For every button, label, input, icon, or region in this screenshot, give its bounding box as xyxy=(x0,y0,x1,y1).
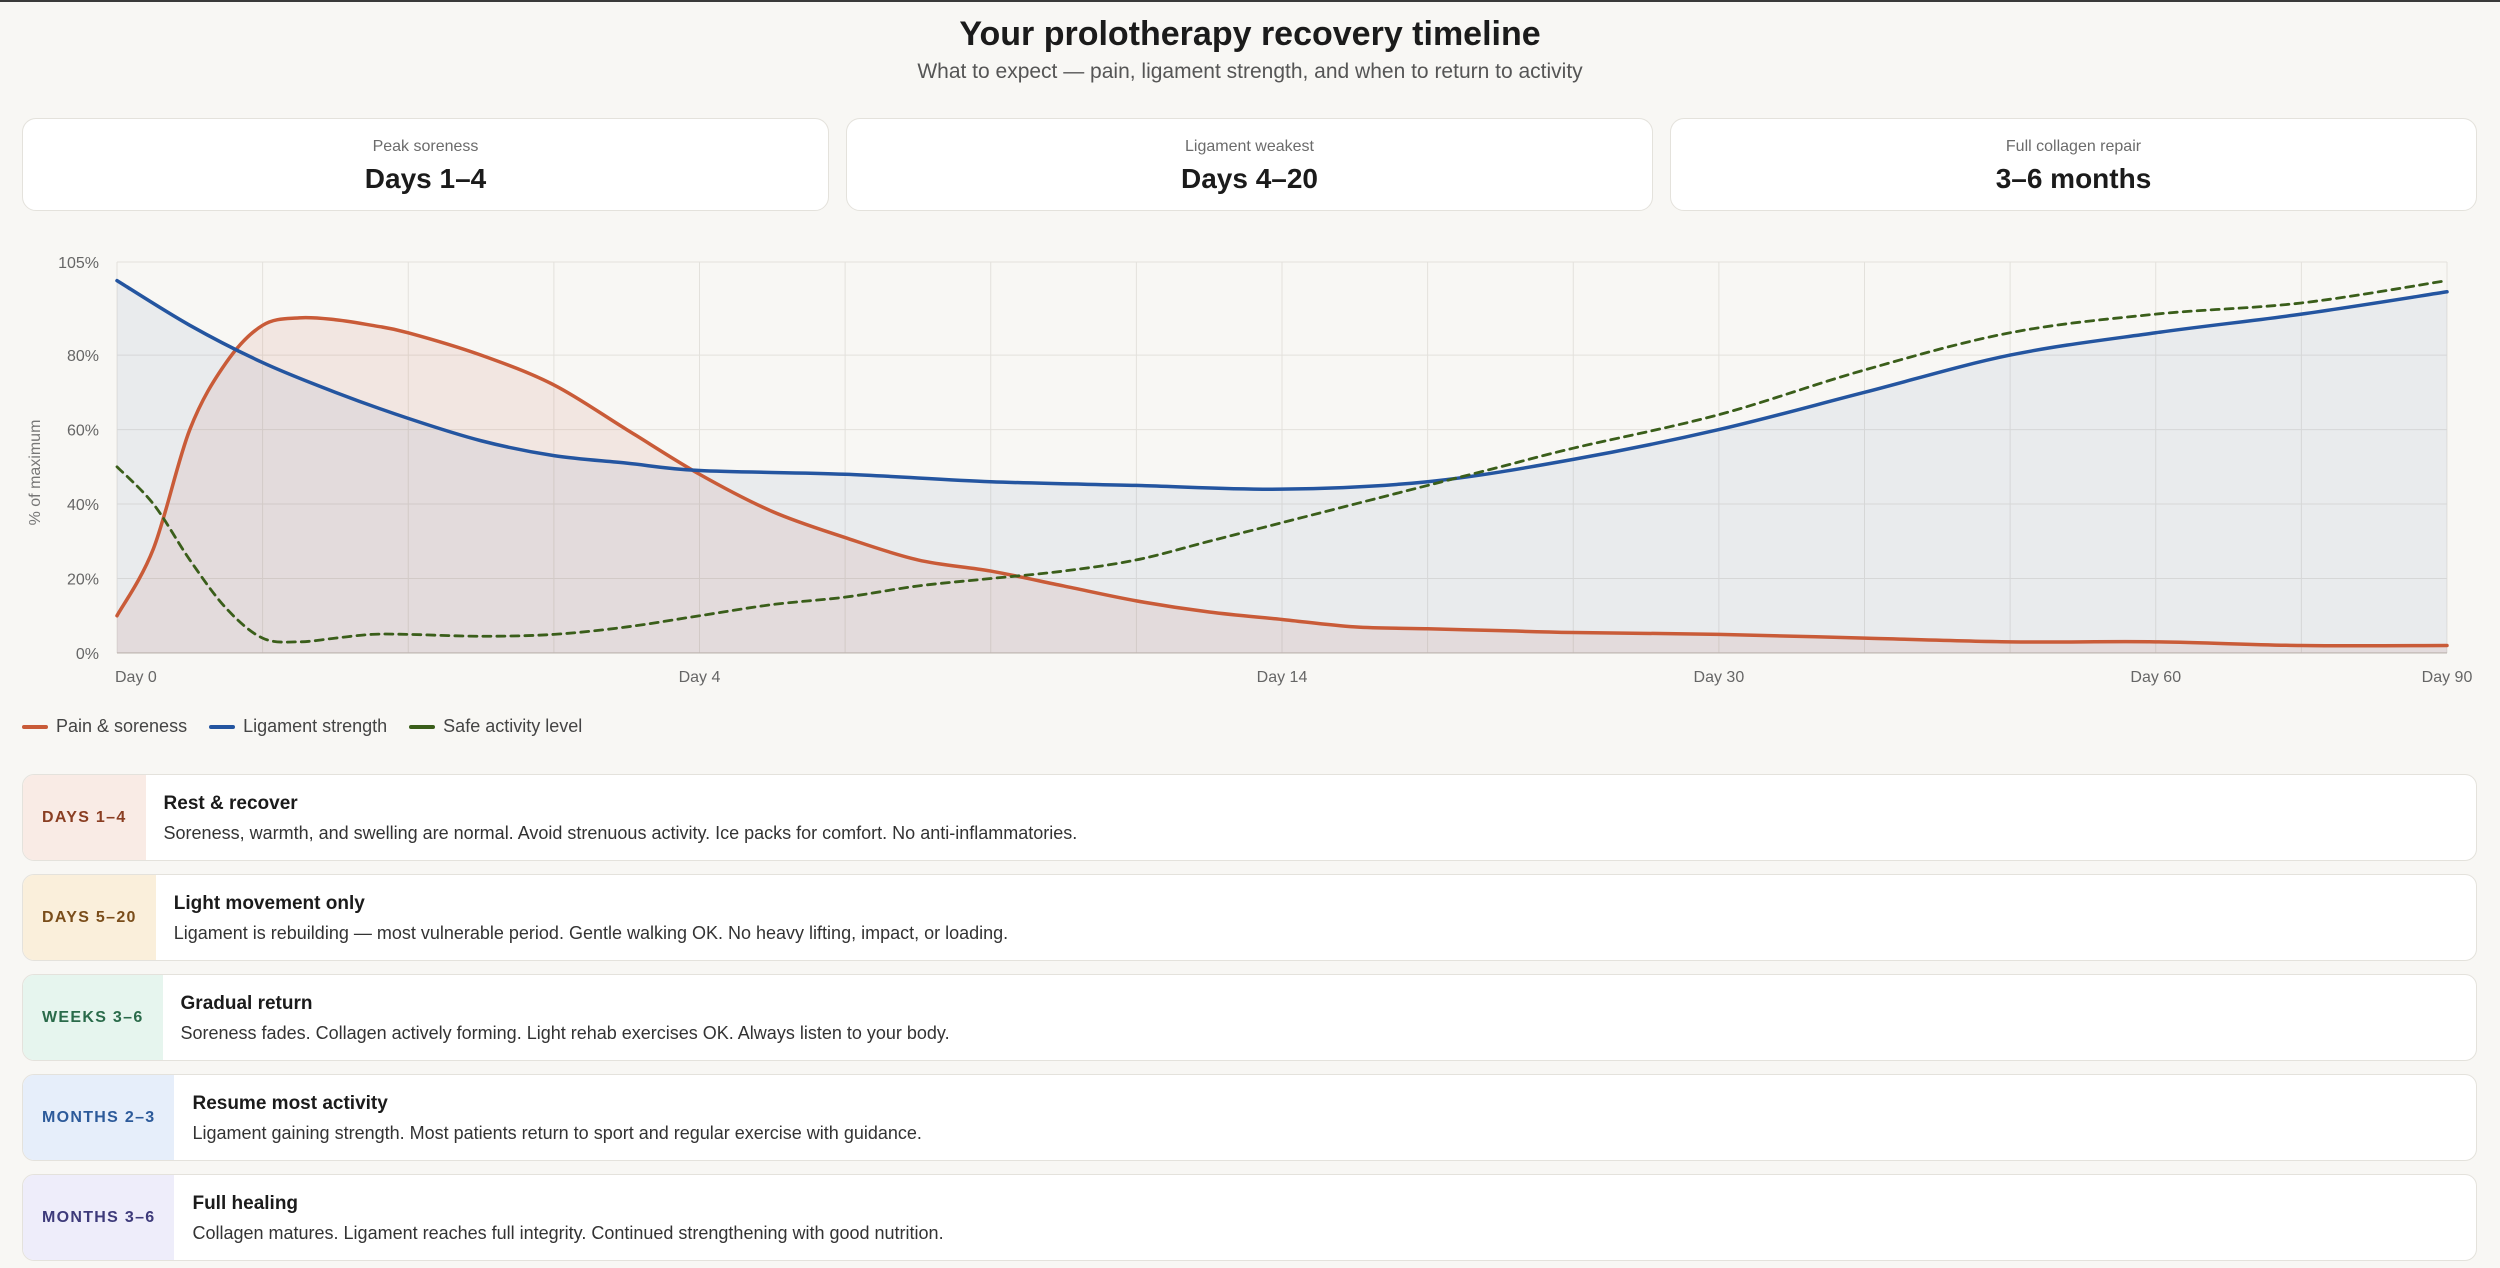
phase-body: Resume most activity Ligament gaining st… xyxy=(174,1075,939,1160)
phase-list: DAYS 1–4 Rest & recover Soreness, warmth… xyxy=(22,774,2477,1261)
phase-tag: WEEKS 3–6 xyxy=(23,975,163,1060)
x-tick-label: Day 30 xyxy=(1694,669,1745,686)
legend-label: Ligament strength xyxy=(243,716,388,736)
card-value: 3–6 months xyxy=(1995,163,2152,194)
y-tick-label: 0% xyxy=(76,646,99,663)
x-tick-label: Day 90 xyxy=(2422,669,2473,686)
legend-item-ligament: Ligament strength xyxy=(209,716,387,737)
phase-title: Rest & recover xyxy=(163,793,298,814)
phase-body: Light movement only Ligament is rebuildi… xyxy=(156,875,1026,960)
phase-description: Ligament is rebuilding — most vulnerable… xyxy=(173,923,1009,943)
legend-label: Pain & soreness xyxy=(56,716,188,736)
phase-description: Soreness fades. Collagen actively formin… xyxy=(180,1023,950,1043)
phase-row-days-1-4: DAYS 1–4 Rest & recover Soreness, warmth… xyxy=(22,774,2477,861)
chart-legend: Pain & soreness Ligament strength Safe a… xyxy=(22,716,582,737)
phase-body: Full healing Collagen matures. Ligament … xyxy=(174,1175,961,1260)
phase-row-weeks-3-6: WEEKS 3–6 Gradual return Soreness fades.… xyxy=(22,974,2477,1061)
x-tick-label: Day 60 xyxy=(2130,669,2181,686)
x-tick-label: Day 14 xyxy=(1257,669,1308,686)
card-label: Peak soreness xyxy=(372,138,479,155)
legend-swatch xyxy=(409,724,436,729)
phase-title: Light movement only xyxy=(173,893,365,914)
phase-description: Ligament gaining strength. Most patients… xyxy=(192,1123,922,1143)
legend-swatch xyxy=(209,724,236,729)
summary-cards: Peak soreness Days 1–4 Ligament weakest … xyxy=(22,118,2477,211)
series-area-ligament-strength xyxy=(117,280,2447,653)
phase-tag: MONTHS 2–3 xyxy=(23,1075,175,1160)
card-label: Full collagen repair xyxy=(2005,138,2142,155)
phase-tag: MONTHS 3–6 xyxy=(23,1175,175,1260)
phase-description: Collagen matures. Ligament reaches full … xyxy=(192,1223,944,1243)
summary-card-peak-soreness: Peak soreness Days 1–4 xyxy=(22,118,829,211)
card-label: Ligament weakest xyxy=(1185,138,1314,155)
summary-card-full-collagen-repair: Full collagen repair 3–6 months xyxy=(1670,118,2477,211)
x-tick-label: Day 0 xyxy=(115,669,157,686)
legend-swatch xyxy=(22,724,48,729)
x-tick-label: Day 4 xyxy=(679,669,721,686)
series-area-pain xyxy=(117,317,2447,653)
y-tick-label: 80% xyxy=(67,348,99,365)
phase-body: Gradual return Soreness fades. Collagen … xyxy=(163,975,968,1060)
phase-row-days-5-20: DAYS 5–20 Light movement only Ligament i… xyxy=(22,874,2477,961)
phase-tag: DAYS 5–20 xyxy=(23,875,156,960)
phase-tag: DAYS 1–4 xyxy=(23,775,146,860)
recovery-chart: 0% 20% 40% 60% 80% 105% Day 0 Day 4 Day 14 Day 30… xyxy=(0,242,2500,702)
legend-label: Safe activity level xyxy=(443,716,583,736)
y-tick-label: 60% xyxy=(67,423,99,440)
series-line-safe-activity xyxy=(115,279,2449,644)
page-header: Your prolotherapy recovery timeline What… xyxy=(0,2,2500,87)
page-title: Your prolotherapy recovery timeline xyxy=(959,15,1541,53)
series-line-ligament-strength xyxy=(115,278,2449,491)
recovery-chart-svg: 0% 20% 40% 60% 80% 105% Day 0 Day 4 Day 14 Day 30… xyxy=(27,255,2473,686)
y-axis-title: % of maximum xyxy=(27,420,44,526)
series-line-pain xyxy=(115,315,2449,648)
phase-row-months-2-3: MONTHS 2–3 Resume most activity Ligament… xyxy=(22,1074,2477,1161)
phase-title: Gradual return xyxy=(180,993,313,1014)
legend-item-pain: Pain & soreness xyxy=(22,716,187,737)
phase-title: Full healing xyxy=(192,1193,299,1214)
y-tick-label: 105% xyxy=(58,255,99,272)
card-value: Days 4–20 xyxy=(1180,163,1318,194)
card-value: Days 1–4 xyxy=(364,163,487,194)
phase-title: Resume most activity xyxy=(192,1093,388,1114)
phase-description: Soreness, warmth, and swelling are norma… xyxy=(163,823,1078,843)
y-tick-label: 20% xyxy=(67,572,99,589)
summary-card-ligament-weakest: Ligament weakest Days 4–20 xyxy=(846,118,1653,211)
page-subtitle: What to expect — pain, ligament strength… xyxy=(917,60,1583,83)
legend-item-activity: Safe activity level xyxy=(409,716,582,737)
phase-body: Rest & recover Soreness, warmth, and swe… xyxy=(146,775,1096,860)
phase-row-months-3-6: MONTHS 3–6 Full healing Collagen matures… xyxy=(22,1174,2477,1261)
y-tick-label: 40% xyxy=(67,497,99,514)
